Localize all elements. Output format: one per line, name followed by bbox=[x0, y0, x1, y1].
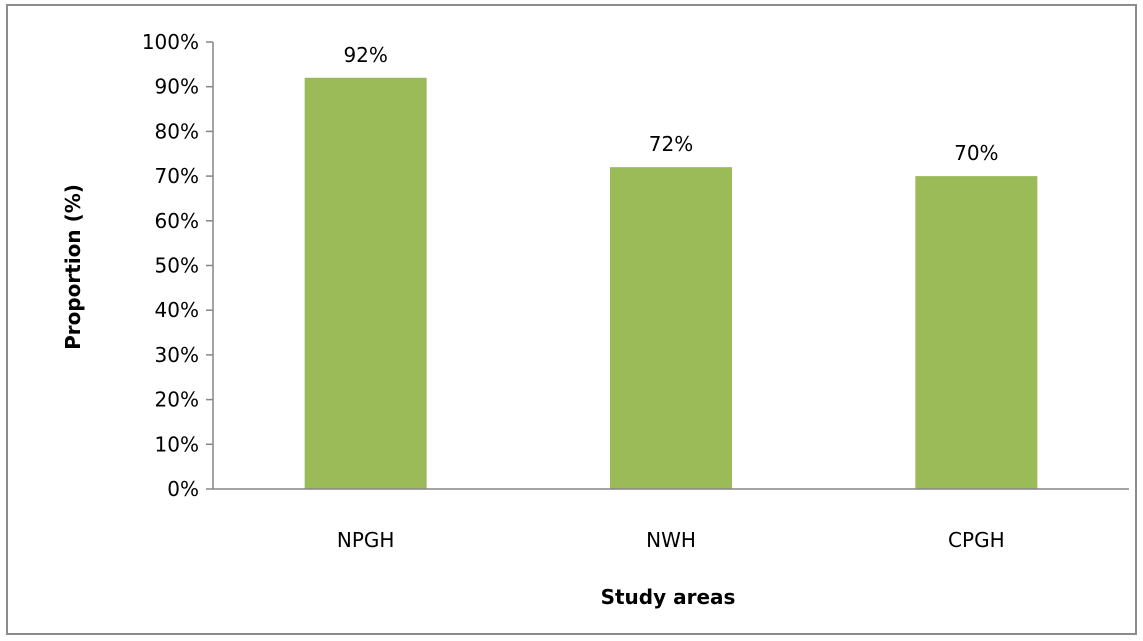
y-axis-ticks: 0% 10% 20% 30% 40% 50% 60% 70% 80% 90% 100% bbox=[142, 30, 213, 501]
bar-npgh bbox=[304, 77, 427, 489]
y-tick-label: 40% bbox=[155, 298, 199, 322]
y-tick-label: 100% bbox=[142, 30, 199, 54]
y-tick-label: 90% bbox=[155, 75, 199, 99]
data-label: 72% bbox=[649, 132, 693, 156]
x-category-label: CPGH bbox=[948, 528, 1005, 552]
y-tick-label: 80% bbox=[155, 119, 199, 143]
y-tick-label: 70% bbox=[155, 164, 199, 188]
data-label: 70% bbox=[954, 141, 998, 165]
bars: 92% 72% 70% bbox=[304, 43, 1038, 489]
y-tick-label: 60% bbox=[155, 209, 199, 233]
x-axis-labels: NPGH NWH CPGH bbox=[337, 528, 1005, 552]
y-axis-title: Proportion (%) bbox=[61, 184, 85, 350]
x-category-label: NPGH bbox=[337, 528, 395, 552]
y-tick-label: 50% bbox=[155, 254, 199, 278]
bar-nwh bbox=[610, 167, 732, 489]
y-tick-label: 20% bbox=[155, 388, 199, 412]
y-tick-label: 0% bbox=[167, 477, 199, 501]
x-category-label: NWH bbox=[646, 528, 696, 552]
y-tick-label: 30% bbox=[155, 343, 199, 367]
bar-cpgh bbox=[915, 176, 1038, 489]
y-tick-label: 10% bbox=[155, 432, 199, 456]
axes bbox=[212, 42, 1129, 490]
x-axis-title: Study areas bbox=[601, 585, 736, 609]
data-label: 92% bbox=[343, 43, 387, 67]
